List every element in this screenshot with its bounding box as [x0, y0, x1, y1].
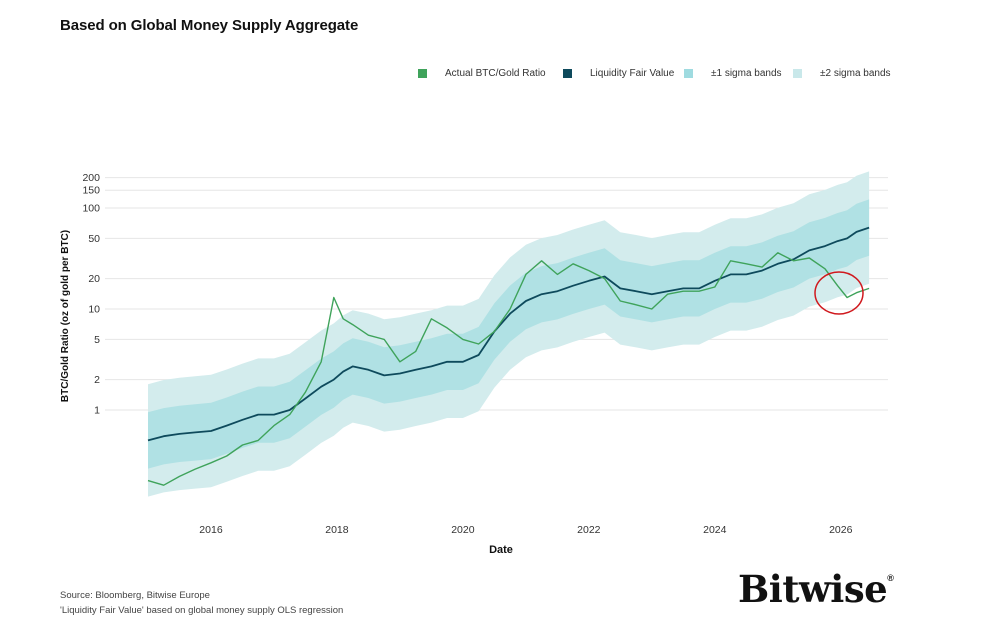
y-tick-150: 150 — [82, 185, 100, 197]
y-axis-label: BTC/Gold Ratio (oz of gold per BTC) — [60, 230, 71, 402]
legend-swatch-actual — [418, 69, 427, 78]
series-liquidity-fair-value — [147, 226, 870, 442]
y-tick-2: 2 — [94, 374, 100, 386]
legend-item-actual: Actual BTC/Gold Ratio — [418, 68, 546, 79]
band-1-sigma — [148, 199, 870, 469]
series-lines — [147, 226, 870, 486]
legend-swatch-sigma2 — [793, 69, 802, 78]
legend-label-fair-value: Liquidity Fair Value — [590, 68, 675, 79]
x-tick-2022: 2022 — [577, 524, 601, 536]
highlight-circle — [814, 271, 864, 315]
chart-title: Based on Global Money Supply Aggregate — [60, 17, 359, 34]
y-tick-1: 1 — [94, 405, 100, 417]
footer: Source: Bloomberg, Bitwise Europe 'Liqui… — [60, 588, 343, 618]
legend-label-sigma2: ±2 sigma bands — [820, 68, 891, 79]
legend-swatch-fair-value — [563, 69, 572, 78]
y-tick-100: 100 — [82, 203, 100, 215]
x-tick-2016: 2016 — [199, 524, 223, 536]
x-axis-label: Date — [489, 544, 513, 556]
x-tick-labels: 2016 2018 2020 2022 2024 2026 — [199, 524, 852, 536]
sigma-bands — [148, 171, 870, 497]
legend-item-sigma2: ±2 sigma bands — [793, 68, 891, 79]
legend: Actual BTC/Gold Ratio Liquidity Fair Val… — [0, 68, 994, 84]
y-tick-200: 200 — [82, 172, 100, 184]
source-note: Source: Bloomberg, Bitwise Europe — [60, 590, 210, 601]
y-tick-10: 10 — [88, 304, 100, 316]
methodology-note: 'Liquidity Fair Value' based on global m… — [60, 605, 344, 616]
brand-name: Bitwise — [738, 567, 888, 611]
x-tick-2018: 2018 — [325, 524, 349, 536]
x-tick-2026: 2026 — [829, 524, 853, 536]
y-tick-5: 5 — [94, 334, 100, 346]
y-tick-20: 20 — [88, 273, 100, 285]
legend-swatch-sigma1 — [684, 69, 693, 78]
x-tick-2024: 2024 — [703, 524, 727, 536]
legend-item-sigma1: ±1 sigma bands — [684, 68, 782, 79]
y-tick-50: 50 — [88, 233, 100, 245]
legend-label-sigma1: ±1 sigma bands — [711, 68, 782, 79]
bitwise-logo: Bitwise® — [738, 567, 894, 611]
registered-mark: ® — [887, 573, 894, 583]
legend-label-actual: Actual BTC/Gold Ratio — [445, 68, 546, 79]
x-tick-2020: 2020 — [451, 524, 475, 536]
series-actual-btc-gold — [147, 252, 870, 486]
legend-item-fair-value: Liquidity Fair Value — [563, 68, 674, 79]
